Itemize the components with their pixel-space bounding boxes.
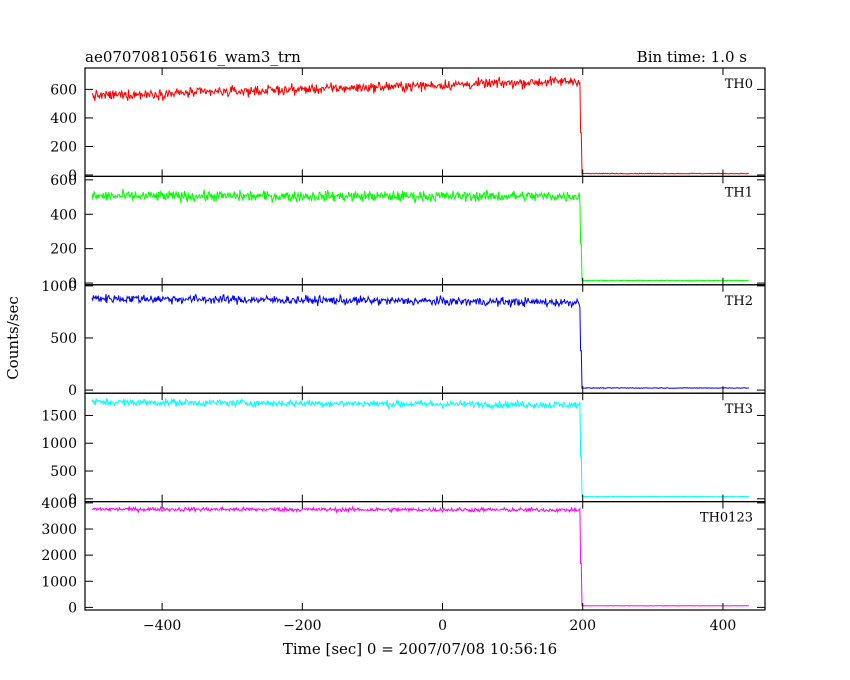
series-line-th1 bbox=[91, 188, 749, 282]
panel-th2: 0 500 1000 TH2 bbox=[41, 279, 766, 399]
x-tick-label: 400 bbox=[710, 618, 737, 634]
y-tick-label: 4000 bbox=[41, 496, 77, 512]
y-tick-label: 400 bbox=[50, 207, 77, 223]
y-tick-label: 1000 bbox=[41, 436, 77, 452]
y-tick-label: 0 bbox=[68, 600, 77, 616]
panel-th0: 0 200 400 600 TH0 bbox=[50, 67, 766, 184]
y-tick-label: 600 bbox=[50, 173, 77, 189]
panel-th1: 0 200 400 600 TH1 bbox=[50, 173, 766, 292]
y-tick-label: 0 bbox=[68, 492, 77, 508]
panel-label: TH2 bbox=[725, 294, 753, 309]
y-tick-label: 3000 bbox=[41, 522, 77, 538]
bin-time-label: Bin time: 1.0 s bbox=[637, 48, 747, 66]
y-tick-label: 500 bbox=[50, 464, 77, 480]
y-tick-label: 200 bbox=[50, 242, 77, 258]
y-tick-label: 0 bbox=[68, 276, 77, 292]
y-tick-label: 1000 bbox=[41, 279, 77, 295]
x-tick-label: −200 bbox=[283, 618, 321, 634]
x-tick-label: 200 bbox=[569, 618, 596, 634]
panel-label: TH0123 bbox=[700, 511, 753, 526]
y-tick-label: 400 bbox=[50, 111, 77, 127]
x-axis-label: Time [sec] 0 = 2007/07/08 10:56:16 bbox=[283, 640, 557, 658]
panel-frame bbox=[84, 175, 766, 286]
y-tick-label: 200 bbox=[50, 139, 77, 155]
y-tick-label: 0 bbox=[68, 168, 77, 184]
panel-label: TH3 bbox=[725, 402, 753, 417]
y-tick-label: 500 bbox=[50, 331, 77, 347]
panel-label: TH1 bbox=[725, 185, 753, 200]
x-tick-label: −400 bbox=[143, 618, 181, 634]
panel-th0123: 0 1000 2000 3000 4000 TH0123 bbox=[41, 496, 766, 616]
series-line-th0 bbox=[91, 76, 749, 175]
panel-frame bbox=[84, 501, 766, 611]
chart-title: ae070708105616_wam3_trn bbox=[85, 48, 301, 66]
series-line-th2 bbox=[91, 293, 749, 390]
x-tick-label: 0 bbox=[438, 618, 447, 634]
panel-label: TH0 bbox=[725, 77, 753, 92]
y-axis-label: Counts/sec bbox=[4, 296, 22, 380]
series-line-th0123 bbox=[91, 505, 749, 607]
panels-group: 0 200 400 600 TH0 0 200 400 600 TH1 0 500 1000 TH2 0 50… bbox=[41, 67, 766, 634]
panel-frame bbox=[84, 67, 766, 178]
y-tick-label: 2000 bbox=[41, 548, 77, 564]
y-tick-label: 1000 bbox=[41, 574, 77, 590]
y-tick-label: 1500 bbox=[41, 408, 77, 424]
series-line-th3 bbox=[91, 397, 750, 498]
y-tick-label: 600 bbox=[50, 82, 77, 98]
y-tick-label: 0 bbox=[68, 383, 77, 399]
panel-th3: 0 500 1000 1500 TH3 bbox=[41, 392, 766, 508]
panel-frame bbox=[84, 392, 766, 503]
